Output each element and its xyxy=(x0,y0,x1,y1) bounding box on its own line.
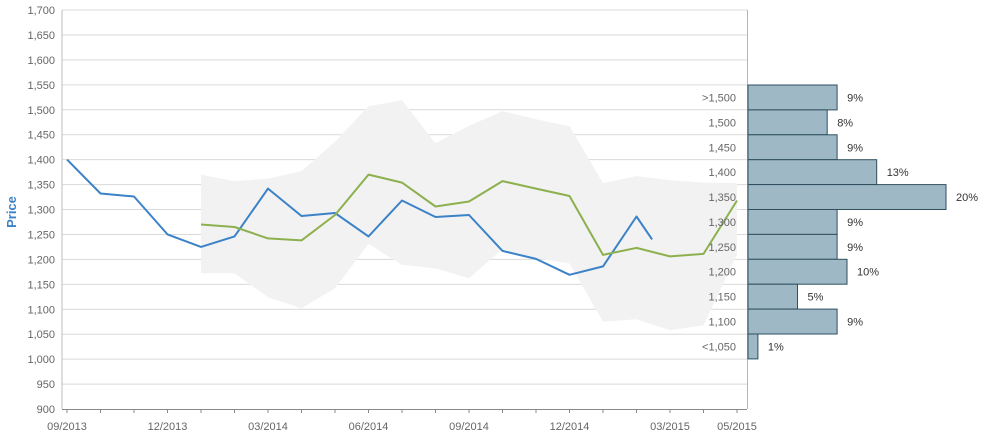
y-tick-label: 1,000 xyxy=(27,354,55,366)
distribution-bucket-label: 1,100 xyxy=(708,317,736,329)
y-axis-ticks: 900 950 1,000 1,050 1,100 1,150 1,200 1,250 1,30… xyxy=(27,5,55,416)
distribution-bar xyxy=(747,109,828,136)
distribution-histogram: >1,500 9% 1,500 8% 1,450 9% 1,400 13% 1,350 20% 1,… xyxy=(702,84,978,360)
y-tick-label: 1,700 xyxy=(27,5,55,17)
y-tick-label: 1,100 xyxy=(27,304,55,316)
y-tick-label: 1,550 xyxy=(27,80,55,92)
distribution-bar xyxy=(747,184,947,211)
y-tick-label: 1,050 xyxy=(27,329,55,341)
distribution-bucket-label: 1,250 xyxy=(708,242,736,254)
distribution-bucket-label: 1,350 xyxy=(708,192,736,204)
distribution-percent-label: 1% xyxy=(768,341,784,353)
distribution-bucket-label: 1,150 xyxy=(708,292,736,304)
distribution-percent-label: 9% xyxy=(847,217,863,229)
y-tick-label: 1,500 xyxy=(27,105,55,117)
distribution-bucket-label: 1,400 xyxy=(708,167,736,179)
distribution-bar xyxy=(747,209,838,235)
distribution-bar xyxy=(747,258,848,285)
distribution-bar xyxy=(747,84,838,111)
distribution-percent-label: 9% xyxy=(847,317,863,329)
y-tick-label: 1,200 xyxy=(27,254,55,266)
y-tick-label: 900 xyxy=(37,404,55,416)
distribution-bucket-label: 1,200 xyxy=(708,267,736,279)
x-tick-label: 12/2013 xyxy=(148,421,188,433)
distribution-percent-label: 10% xyxy=(857,267,879,279)
y-tick-label: 1,250 xyxy=(27,229,55,241)
distribution-percent-label: 8% xyxy=(837,117,853,129)
actual-price-line xyxy=(66,158,653,276)
x-tick-label: 12/2014 xyxy=(550,421,590,433)
distribution-percent-label: 13% xyxy=(887,167,909,179)
distribution-percent-label: 20% xyxy=(956,192,978,204)
y-tick-label: 1,650 xyxy=(27,30,55,42)
distribution-bucket-label: <1,050 xyxy=(702,341,736,353)
distribution-bar xyxy=(747,283,798,310)
distribution-bucket-label: 1,500 xyxy=(708,117,736,129)
distribution-percent-label: 9% xyxy=(847,142,863,154)
y-tick-label: 950 xyxy=(37,379,55,391)
y-tick-label: 1,600 xyxy=(27,55,55,67)
y-tick-label: 1,450 xyxy=(27,130,55,142)
x-tick-label: 05/2015 xyxy=(717,421,757,433)
x-tick-label: 09/2013 xyxy=(47,421,87,433)
distribution-bucket-label: >1,500 xyxy=(702,93,736,105)
y-tick-label: 1,300 xyxy=(27,205,55,217)
y-tick-label: 1,400 xyxy=(27,155,55,167)
distribution-percent-label: 5% xyxy=(808,292,824,304)
y-axis-label: Price xyxy=(4,196,19,228)
distribution-bucket-label: 1,450 xyxy=(708,142,736,154)
x-tick-label: 03/2014 xyxy=(248,421,288,433)
x-tick-label: 06/2014 xyxy=(349,421,389,433)
distribution-bar xyxy=(747,333,759,360)
x-tick-label: 09/2014 xyxy=(449,421,489,433)
distribution-percent-label: 9% xyxy=(847,93,863,105)
y-tick-label: 1,350 xyxy=(27,180,55,192)
forecast-price-line xyxy=(200,173,738,258)
y-tick-label: 1,150 xyxy=(27,279,55,291)
x-axis-ticks: 09/2013 12/2013 03/2014 06/2014 09/2014 12/20… xyxy=(47,409,757,433)
distribution-bucket-label: 1,300 xyxy=(708,217,736,229)
distribution-percent-label: 9% xyxy=(847,242,863,254)
distribution-bar xyxy=(747,134,838,161)
x-tick-label: 03/2015 xyxy=(650,421,690,433)
distribution-bar xyxy=(747,233,838,260)
series-lines xyxy=(66,158,738,276)
distribution-bar xyxy=(747,308,838,335)
distribution-bar xyxy=(747,159,878,186)
